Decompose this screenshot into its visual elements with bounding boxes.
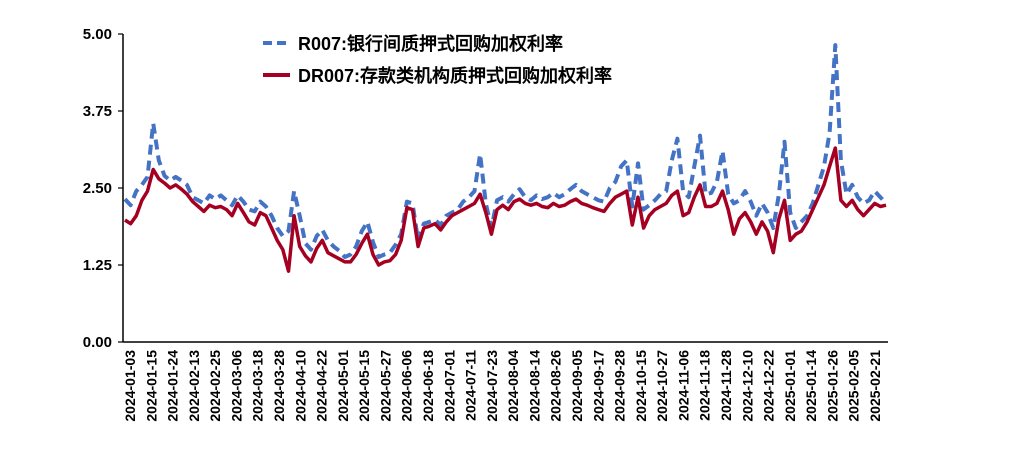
y-tick-label: 2.50: [83, 180, 112, 197]
x-tick-label: 2024-04-10: [292, 350, 308, 422]
x-tick-label: 2024-09-05: [569, 350, 585, 422]
x-tick-label: 2024-01-24: [165, 350, 181, 422]
legend-item-r007: R007:银行间质押式回购加权利率: [263, 33, 563, 54]
y-tick-label: 5.00: [83, 26, 112, 43]
x-tick-label: 2024-07-01: [441, 350, 457, 422]
x-tick-label: 2024-08-26: [548, 350, 564, 422]
x-tick-label: 2024-05-01: [335, 350, 351, 422]
y-tick-label: 1.25: [83, 257, 112, 274]
y-tick-label: 0.00: [83, 334, 112, 351]
x-tick-label: 2024-11-18: [697, 350, 713, 421]
y-tick-label: 3.75: [83, 103, 112, 120]
x-tick-label: 2024-11-28: [718, 350, 734, 421]
x-tick-label: 2024-07-23: [484, 350, 500, 422]
x-tick-label: 2024-03-28: [271, 350, 287, 422]
x-tick-label: 2024-03-18: [250, 350, 266, 422]
x-tick-label: 2025-01-26: [824, 350, 840, 422]
x-tick-label: 2024-11-06: [675, 350, 691, 421]
x-tick-label: 2024-12-10: [739, 350, 755, 422]
x-tick-label: 2024-06-06: [399, 350, 415, 422]
x-tick-label: 2024-01-03: [122, 350, 138, 422]
x-tick-label: 2025-01-01: [782, 350, 798, 422]
x-tick-label: 2024-09-17: [590, 350, 606, 422]
series-line-dr007: [124, 146, 887, 273]
x-tick-label: 2024-04-22: [314, 350, 330, 422]
series-lines: [123, 43, 888, 273]
x-tick-label: 2024-05-27: [377, 350, 393, 422]
x-tick-label: 2024-06-18: [420, 350, 436, 422]
x-tick-label: 2024-10-15: [633, 350, 649, 422]
x-tick-label: 2024-12-22: [761, 350, 777, 422]
series-line-r007: [123, 43, 888, 259]
x-tick-label: 2024-08-04: [505, 350, 521, 422]
x-tick-label: 2025-02-21: [867, 350, 883, 422]
x-tick-label: 2025-01-14: [803, 350, 819, 422]
x-tick-label: 2024-02-25: [207, 350, 223, 422]
x-tick-label: 2024-07-11: [463, 350, 479, 421]
legend-label-r007: R007:银行间质押式回购加权利率: [298, 33, 563, 54]
legend-item-dr007: DR007:存款类机构质押式回购加权利率: [263, 65, 612, 86]
axes: [122, 34, 888, 343]
x-tick-label: 2024-02-13: [186, 350, 202, 422]
legend: R007:银行间质押式回购加权利率 DR007:存款类机构质押式回购加权利率: [263, 33, 612, 86]
x-axis-ticks: 2024-01-03 2024-01-15 2024-01-24 2024-02-13…: [122, 350, 883, 422]
x-tick-label: 2024-10-27: [654, 350, 670, 422]
legend-label-dr007: DR007:存款类机构质押式回购加权利率: [298, 65, 612, 86]
x-tick-label: 2025-02-05: [846, 350, 862, 422]
x-tick-label: 2024-01-15: [143, 350, 159, 422]
y-axis-ticks: 0.00 1.25 2.50 3.75 5.00: [83, 26, 123, 351]
x-tick-label: 2024-03-06: [228, 350, 244, 422]
x-tick-label: 2024-09-28: [612, 350, 628, 422]
x-tick-label: 2024-08-14: [526, 350, 542, 422]
x-tick-label: 2024-05-15: [356, 350, 372, 422]
